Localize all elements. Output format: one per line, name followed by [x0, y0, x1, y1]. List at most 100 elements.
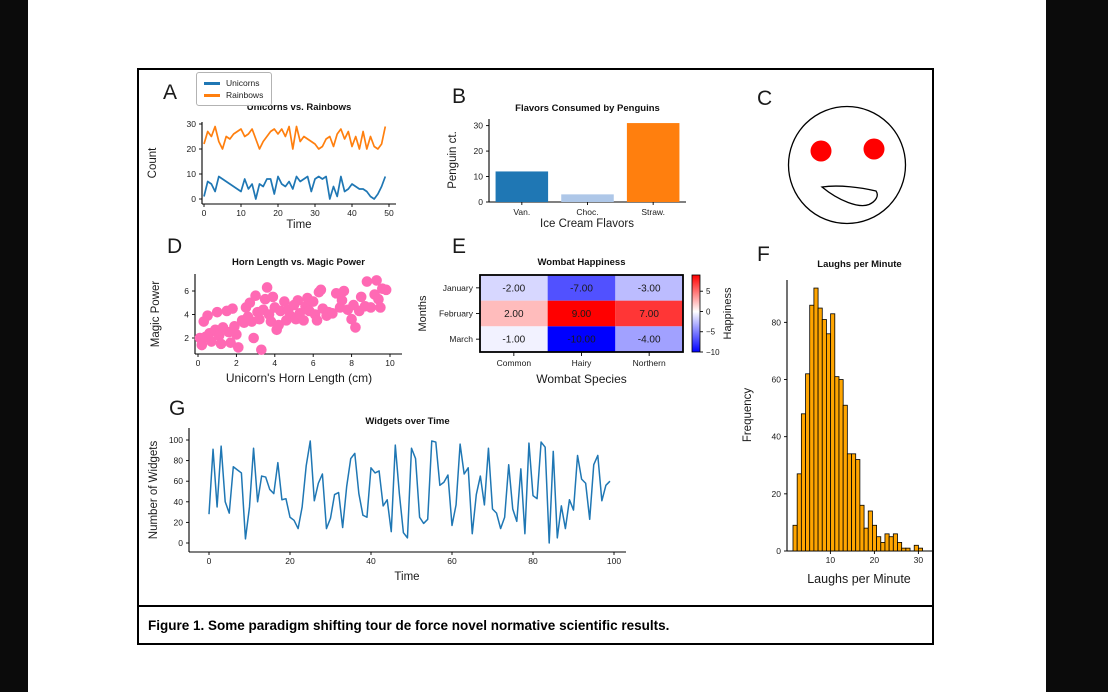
- heatmap-cell: [615, 300, 683, 327]
- heatmap-cell: [547, 300, 616, 327]
- colorbar: [691, 274, 701, 353]
- svg-text:10: 10: [187, 169, 197, 179]
- y-axis-label: Magic Power: [150, 281, 162, 348]
- legend-entry-unicorns: Unicorns: [204, 77, 263, 89]
- heatmap-cell: [615, 275, 683, 301]
- scatter-point: [273, 319, 284, 331]
- histogram-bar: [796, 473, 802, 552]
- x-axis-label: Ice Cream Flavors: [540, 218, 634, 230]
- x-axis-label: Unicorn's Horn Length (cm): [226, 371, 372, 385]
- scatter-point: [350, 322, 361, 333]
- svg-text:80: 80: [528, 556, 538, 566]
- right-eye: [863, 138, 885, 160]
- y-axis-label: Penguin ct.: [447, 131, 459, 189]
- series-rainbows: [203, 125, 387, 150]
- histogram-bar: [913, 544, 919, 552]
- histogram-bar: [821, 319, 827, 552]
- scatter-point: [225, 337, 236, 349]
- y-axis-label: Months: [417, 295, 429, 332]
- scatter-point: [375, 302, 386, 313]
- scatter-point: [233, 342, 244, 353]
- histogram-bar: [901, 547, 907, 552]
- svg-text:40: 40: [772, 432, 782, 442]
- panel-label-c: C: [757, 87, 773, 110]
- svg-text:20: 20: [772, 489, 782, 499]
- svg-text:7.00: 7.00: [639, 309, 659, 320]
- histogram-bar: [884, 533, 890, 552]
- caption-band: Figure 1. Some paradigm shifting tour de…: [139, 605, 932, 643]
- svg-text:60: 60: [772, 375, 782, 385]
- svg-text:-7.00: -7.00: [570, 283, 593, 294]
- scatter-point: [267, 291, 279, 303]
- scatter-point: [256, 344, 267, 356]
- histogram-bar: [846, 453, 852, 552]
- svg-text:Hairy: Hairy: [572, 358, 593, 368]
- svg-text:50: 50: [384, 208, 394, 218]
- title-flavors-penguins: Flavors Consumed by Penguins: [515, 103, 660, 114]
- scatter-point: [248, 332, 259, 344]
- svg-text:March: March: [449, 334, 473, 344]
- panel-label-g: G: [169, 397, 186, 420]
- panel-label-d: D: [167, 235, 183, 258]
- svg-text:0: 0: [178, 538, 183, 548]
- scatter-point: [315, 284, 327, 296]
- svg-text:100: 100: [607, 556, 621, 566]
- histogram-bar: [792, 524, 798, 552]
- svg-text:Van.: Van.: [513, 207, 530, 217]
- y-axis-label: Frequency: [742, 388, 754, 443]
- svg-text:February: February: [439, 309, 474, 319]
- right-black-bar: [1046, 0, 1108, 692]
- svg-text:9.00: 9.00: [572, 309, 592, 320]
- svg-text:100: 100: [169, 435, 183, 445]
- svg-text:40: 40: [174, 497, 184, 507]
- heatmap-cell: [480, 300, 548, 327]
- y-axis-label: Count: [147, 147, 159, 178]
- svg-text:0: 0: [202, 208, 207, 218]
- legend-unicorns-rainbows: Unicorns Rainbows: [196, 72, 273, 106]
- legend-label-rainbows: Rainbows: [226, 90, 264, 100]
- panel-c-face-drawing: [787, 105, 907, 225]
- scatter-point: [213, 330, 225, 341]
- panel-g-line-chart: 0 20 40 60 80 100 0 20 40 60 80 100 Number of Widget…: [148, 428, 626, 583]
- svg-text:2: 2: [234, 358, 239, 368]
- title-wombat-happiness: Wombat Happiness: [537, 257, 626, 268]
- svg-text:0: 0: [207, 556, 212, 566]
- left-eye: [810, 140, 832, 162]
- scatter-point: [292, 295, 304, 306]
- scatter-point: [244, 297, 256, 309]
- svg-text:10: 10: [826, 555, 836, 565]
- scatter-point: [229, 320, 240, 332]
- svg-text:Northern: Northern: [633, 358, 666, 368]
- left-black-bar: [0, 0, 28, 692]
- scatter-point: [327, 308, 338, 319]
- histogram-bar: [872, 524, 877, 552]
- svg-text:6: 6: [311, 358, 316, 368]
- svg-text:-4.00: -4.00: [638, 335, 661, 346]
- svg-text:20: 20: [285, 556, 295, 566]
- heatmap-cell: [547, 326, 616, 352]
- svg-text:4: 4: [272, 358, 277, 368]
- histogram-bar: [800, 413, 806, 552]
- svg-text:-1.00: -1.00: [502, 335, 525, 346]
- x-axis-label: Time: [286, 219, 311, 231]
- svg-text:2.00: 2.00: [504, 309, 524, 320]
- heatmap-cell: [480, 326, 548, 352]
- panel-label-f: F: [757, 243, 770, 266]
- panel-b-bar-chart: 0 10 20 30 Van. Choc. Straw. Penguin ct. Ice Cre…: [447, 119, 686, 230]
- panel-a-line-chart: 0 10 20 30 40 50 0 10 20 30 Count Time: [147, 119, 396, 231]
- svg-text:20: 20: [870, 555, 880, 565]
- scatter-point: [365, 302, 377, 313]
- svg-text:-10.00: -10.00: [567, 335, 596, 346]
- svg-text:40: 40: [347, 208, 357, 218]
- histogram-bar: [842, 404, 848, 552]
- series-widgets: [208, 440, 611, 544]
- scatter-point: [211, 306, 223, 318]
- scatter-point: [371, 275, 382, 286]
- scatter-point: [336, 295, 348, 306]
- x-axis-label: Time: [394, 571, 419, 583]
- histogram-bar: [851, 453, 857, 552]
- svg-text:−10: −10: [706, 348, 720, 357]
- svg-text:20: 20: [174, 517, 184, 527]
- svg-text:4: 4: [184, 310, 189, 320]
